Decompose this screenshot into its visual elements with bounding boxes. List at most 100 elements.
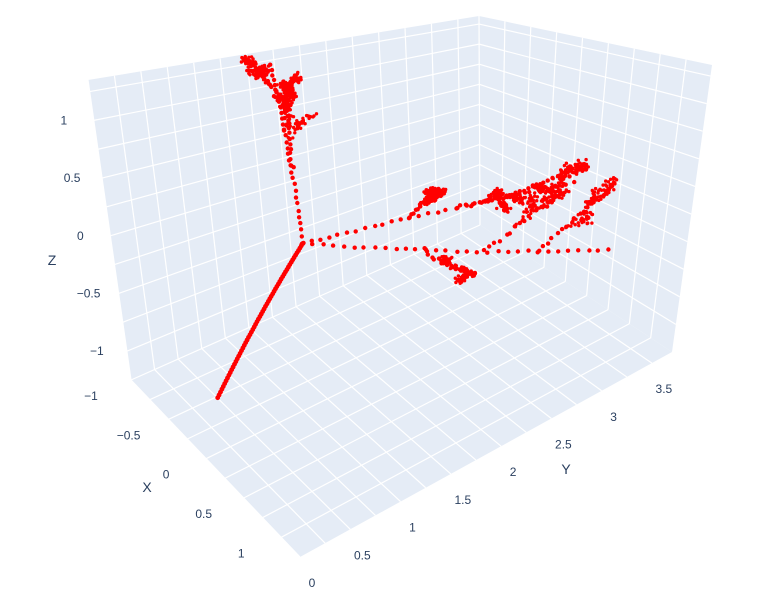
- data-point: [501, 191, 505, 196]
- data-point: [531, 198, 535, 202]
- data-point: [352, 245, 357, 250]
- data-point: [499, 200, 504, 205]
- data-point: [273, 87, 278, 92]
- data-point: [281, 127, 287, 132]
- data-point: [560, 178, 564, 182]
- data-point: [532, 185, 536, 189]
- data-point: [283, 85, 288, 89]
- data-point: [437, 189, 442, 193]
- data-point: [487, 244, 492, 249]
- data-point: [560, 196, 564, 200]
- data-point: [542, 203, 546, 207]
- data-point: [287, 130, 292, 135]
- data-point: [541, 197, 545, 202]
- data-point: [288, 142, 293, 147]
- data-point: [299, 78, 303, 82]
- data-point: [330, 243, 336, 248]
- data-point: [292, 181, 297, 186]
- data-point: [560, 184, 565, 188]
- data-point: [254, 73, 259, 77]
- data-point: [522, 210, 526, 214]
- data-point: [286, 113, 292, 118]
- backwall-gridline-z: [89, 23, 480, 93]
- pane-walls: [88, 16, 712, 557]
- data-point: [291, 136, 295, 140]
- data-point: [481, 247, 487, 253]
- data-point: [531, 209, 536, 213]
- data-point: [537, 188, 541, 192]
- data-point: [263, 72, 267, 76]
- data-point: [473, 270, 477, 275]
- data-point: [529, 195, 533, 199]
- data-point: [613, 181, 617, 185]
- data-point: [363, 225, 368, 231]
- data-point: [569, 224, 573, 228]
- data-point: [406, 216, 412, 221]
- data-point: [562, 163, 567, 168]
- data-point: [380, 222, 385, 227]
- floor-gridline-x: [224, 295, 587, 479]
- y-tick-label: 3.5: [656, 382, 673, 396]
- data-point: [275, 83, 279, 87]
- data-point: [543, 191, 548, 195]
- data-point: [592, 198, 596, 202]
- data-point: [539, 183, 543, 187]
- data-point: [417, 202, 422, 207]
- data-point: [270, 73, 275, 78]
- data-point: [568, 165, 573, 169]
- data-point: [532, 201, 536, 205]
- data-point: [606, 247, 611, 252]
- data-point: [296, 208, 301, 214]
- z-tick-label: 0.5: [64, 171, 81, 185]
- data-point: [394, 246, 399, 252]
- data-point: [553, 183, 558, 187]
- backwall-gridline-y: [166, 66, 203, 349]
- data-point: [462, 269, 466, 273]
- data-point: [526, 201, 530, 205]
- y-tick-label: 1: [409, 521, 416, 535]
- data-point: [520, 219, 524, 223]
- floor-gridline-x: [130, 224, 481, 381]
- data-point: [453, 276, 457, 280]
- data-point: [245, 68, 249, 73]
- floor-gridline-y: [130, 379, 301, 558]
- axis-labels: X Y Z: [48, 252, 572, 495]
- data-point: [601, 183, 605, 187]
- data-point: [287, 150, 293, 155]
- data-point: [247, 55, 251, 59]
- data-point: [599, 197, 603, 201]
- data-point: [282, 100, 286, 104]
- data-point: [295, 200, 300, 206]
- data-point: [497, 198, 502, 202]
- data-point: [528, 205, 532, 209]
- data-point: [568, 168, 572, 172]
- data-point: [353, 229, 358, 234]
- data-point: [263, 77, 267, 82]
- data-point: [297, 80, 301, 85]
- data-point: [557, 183, 562, 188]
- data-point: [456, 274, 461, 278]
- data-point: [253, 65, 258, 69]
- data-point: [279, 92, 283, 96]
- data-point: [429, 186, 433, 190]
- data-point: [436, 210, 441, 215]
- data-point: [253, 67, 258, 72]
- data-point: [251, 72, 255, 76]
- data-point: [524, 207, 528, 211]
- backwall-gridline-y: [140, 71, 179, 360]
- data-point: [299, 234, 304, 239]
- data-point: [595, 248, 600, 253]
- floor-gridline-y: [437, 243, 628, 378]
- data-point: [287, 117, 292, 121]
- data-point: [453, 263, 457, 267]
- data-point: [271, 94, 277, 99]
- data-point: [290, 92, 295, 97]
- data-point: [502, 209, 507, 213]
- data-point: [288, 95, 292, 100]
- data-point: [571, 217, 576, 221]
- data-point: [442, 254, 446, 259]
- data-point: [592, 193, 597, 198]
- backwall-gridline-y: [430, 23, 439, 244]
